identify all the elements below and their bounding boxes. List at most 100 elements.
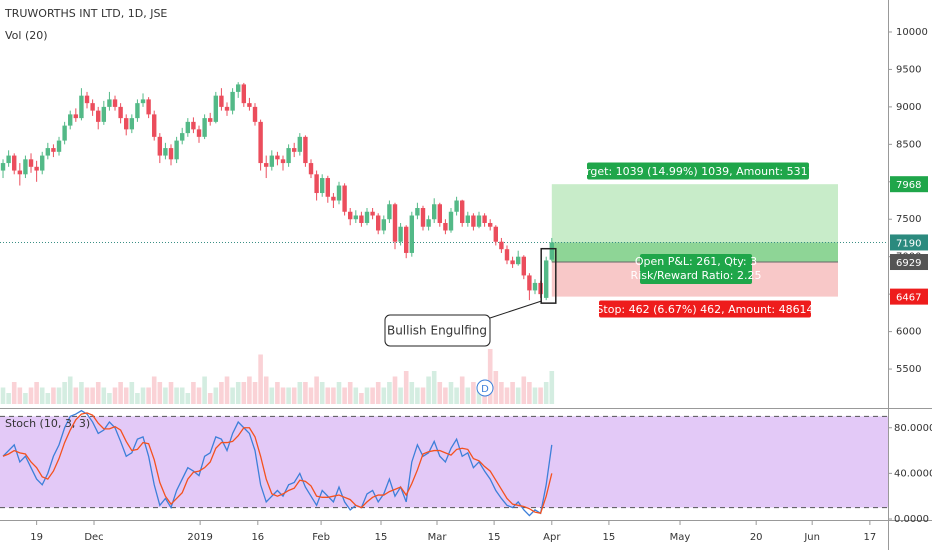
volume-bar: [437, 382, 443, 404]
volume-bar: [17, 387, 23, 404]
candle-body: [168, 148, 174, 160]
volume-bar: [118, 382, 123, 404]
volume-bar: [34, 382, 39, 404]
volume-bar: [73, 387, 79, 404]
candle-body: [202, 118, 207, 137]
volume-bar: [202, 376, 207, 404]
volume-bar: [314, 376, 319, 404]
volume-bar: [415, 387, 420, 404]
volume-bar: [174, 387, 179, 404]
volume-bar: [67, 376, 73, 404]
volume-bar: [325, 387, 331, 404]
volume-bar: [275, 382, 280, 404]
candle-body: [432, 204, 437, 220]
volume-bar: [140, 387, 146, 404]
candle-body: [275, 155, 280, 160]
callout-line: [489, 300, 542, 319]
x-tick-label: Apr: [543, 532, 561, 543]
volume-bar: [241, 382, 247, 404]
volume-bar: [398, 387, 403, 404]
x-tick-label: 19: [30, 532, 43, 543]
candle-body: [426, 219, 431, 227]
volume-bar: [549, 371, 555, 404]
candle-body: [180, 133, 185, 141]
candle-body: [236, 84, 241, 92]
candle-body: [224, 106, 230, 111]
candle-body: [79, 95, 84, 119]
candle-body: [381, 219, 387, 231]
volume-bar: [319, 382, 325, 404]
volume-bar: [39, 387, 45, 404]
pnl-label: Open P&L: 261, Qty: 3: [635, 255, 757, 268]
price-tag: [890, 234, 928, 251]
volume-bar: [207, 393, 213, 404]
volume-bar: [403, 371, 409, 404]
volume-bar: [11, 382, 17, 404]
candle-body: [286, 148, 291, 164]
volume-bar: [510, 382, 515, 404]
volume-bar: [375, 382, 381, 404]
candle-body: [532, 282, 538, 291]
x-tick-label: 16: [251, 532, 264, 543]
price-tag-label: 7968: [896, 180, 921, 191]
candle-body: [230, 91, 235, 111]
candle-body: [90, 103, 95, 111]
x-tick-label: 17: [863, 532, 876, 543]
volume-bar: [196, 387, 202, 404]
candle-body: [521, 256, 526, 276]
volume-bar: [364, 387, 370, 404]
position-label: Stop: 462 (6.67%) 462, Amount: 48614: [596, 303, 813, 316]
x-tick-label: Feb: [312, 532, 330, 543]
volume-bar: [487, 349, 493, 404]
candle-body: [17, 170, 23, 175]
volume-bar: [381, 387, 387, 404]
x-tick-label: 20: [750, 532, 763, 543]
candle-body: [292, 148, 297, 152]
candle-body: [348, 211, 353, 220]
x-tick-label: 2019: [187, 532, 212, 543]
candle-body: [331, 196, 336, 201]
dividend-text: D: [481, 384, 489, 395]
volume-bar: [95, 382, 101, 404]
volume-title: Vol (20): [5, 29, 48, 42]
candle-body: [163, 148, 168, 156]
candle-body: [152, 114, 157, 137]
candle-body: [482, 215, 487, 223]
volume-bar: [213, 387, 219, 404]
y-tick-label: 8500: [896, 139, 921, 150]
candle-body: [510, 260, 515, 265]
candle-body: [297, 136, 303, 152]
volume-bar: [163, 387, 168, 404]
candle-body: [56, 140, 62, 152]
candle-body: [213, 95, 219, 122]
volume-bar: [157, 382, 163, 404]
candle-body: [23, 159, 28, 175]
candle-body: [269, 155, 275, 167]
volume-bar: [353, 387, 359, 404]
candle-body: [174, 140, 179, 160]
candle-body: [185, 121, 191, 134]
volume-bar: [219, 382, 224, 404]
candle-body: [549, 242, 554, 260]
volume-bar: [230, 387, 235, 404]
position-label: Target: 1039 (14.99%) 1039, Amount: 5311…: [573, 165, 821, 178]
volume-bar: [23, 393, 28, 404]
candle-body: [465, 215, 470, 223]
candle-body: [96, 110, 101, 122]
candle-body: [515, 256, 521, 265]
volume-bar: [504, 387, 510, 404]
y-tick-label: 10000: [896, 27, 928, 38]
y-tick-label: 7500: [896, 214, 921, 225]
candle-body: [420, 208, 426, 227]
candle-body: [208, 118, 213, 122]
candle-body: [308, 163, 314, 175]
volume-bar: [51, 387, 56, 404]
candle-body: [527, 275, 532, 291]
candle-body: [0, 163, 6, 171]
x-tick-label: 15: [375, 532, 388, 543]
volume-bar: [342, 387, 347, 404]
price-tag-label: 6929: [896, 258, 921, 269]
volume-bar: [101, 387, 107, 404]
candle-body: [404, 226, 409, 253]
